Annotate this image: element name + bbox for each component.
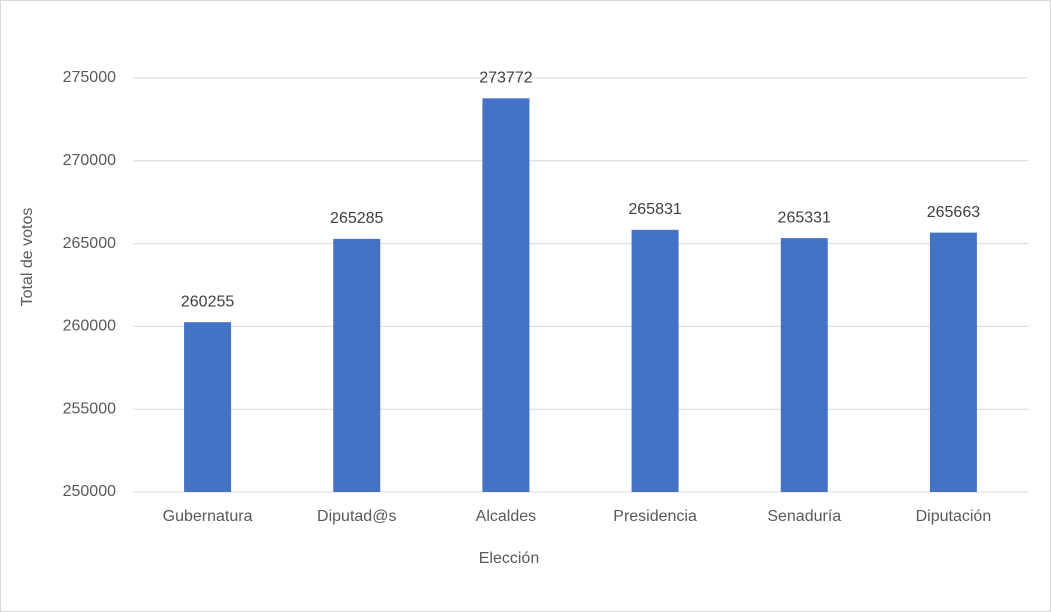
x-tick-label: Diputación — [916, 508, 992, 525]
y-tick-label: 260000 — [63, 318, 116, 335]
y-tick-label: 270000 — [63, 152, 116, 169]
data-label: 265831 — [628, 201, 681, 218]
x-tick-label: Gubernatura — [163, 508, 253, 525]
y-tick-label: 265000 — [63, 235, 116, 252]
y-axis-title: Total de votos — [19, 208, 36, 307]
x-axis-title: Elección — [479, 550, 539, 567]
x-tick-label: Senaduría — [767, 508, 841, 525]
bar — [631, 229, 679, 493]
x-tick-label: Presidencia — [613, 508, 697, 525]
bar — [780, 238, 828, 492]
bar — [184, 322, 232, 492]
y-tick-label: 255000 — [63, 400, 116, 417]
data-label: 265331 — [778, 209, 831, 226]
data-label: 265285 — [330, 210, 383, 227]
y-tick-label: 250000 — [63, 483, 116, 500]
y-tick-label: 275000 — [63, 69, 116, 86]
bar — [482, 98, 530, 492]
data-label: 273772 — [479, 70, 532, 87]
x-tick-label: Alcaldes — [476, 508, 536, 525]
bar — [929, 232, 977, 492]
data-label: 265663 — [927, 204, 980, 221]
data-label: 260255 — [181, 293, 234, 310]
x-tick-label: Diputad@s — [317, 508, 396, 525]
bar — [333, 238, 381, 492]
